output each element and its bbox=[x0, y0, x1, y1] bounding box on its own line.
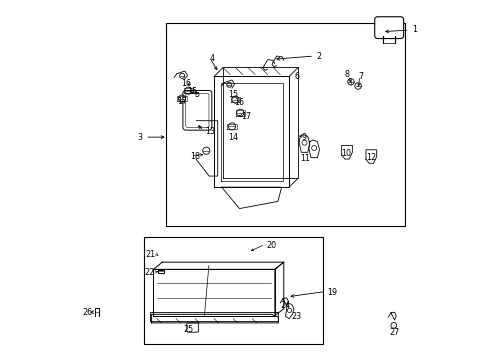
Text: 10: 10 bbox=[340, 149, 350, 158]
Text: 17: 17 bbox=[241, 112, 251, 121]
Text: 4: 4 bbox=[209, 54, 214, 63]
FancyBboxPatch shape bbox=[186, 323, 198, 332]
Text: 26: 26 bbox=[82, 309, 92, 318]
Text: 21: 21 bbox=[145, 250, 155, 259]
FancyBboxPatch shape bbox=[374, 17, 403, 39]
Text: 18: 18 bbox=[190, 152, 200, 161]
FancyBboxPatch shape bbox=[183, 90, 211, 130]
Text: 15: 15 bbox=[228, 90, 238, 99]
Text: 9: 9 bbox=[301, 132, 306, 141]
Text: 11: 11 bbox=[299, 154, 309, 163]
Text: 13: 13 bbox=[205, 127, 215, 136]
Text: 7: 7 bbox=[358, 72, 363, 81]
Text: 23: 23 bbox=[290, 312, 301, 321]
Text: 5: 5 bbox=[194, 90, 200, 99]
Text: 12: 12 bbox=[365, 153, 375, 162]
Text: 19: 19 bbox=[326, 288, 336, 297]
Text: 3: 3 bbox=[138, 132, 142, 141]
Text: 14: 14 bbox=[228, 132, 238, 141]
Text: 22: 22 bbox=[144, 268, 154, 277]
Bar bbox=[165, 23, 405, 226]
Text: 16: 16 bbox=[234, 98, 244, 107]
Text: 8: 8 bbox=[344, 70, 348, 79]
Text: 27: 27 bbox=[388, 328, 399, 337]
Text: 6: 6 bbox=[294, 72, 299, 81]
Text: 20: 20 bbox=[265, 240, 276, 249]
Text: 24: 24 bbox=[280, 301, 290, 310]
Text: 2: 2 bbox=[315, 52, 321, 61]
Text: 17: 17 bbox=[177, 97, 187, 106]
FancyBboxPatch shape bbox=[185, 93, 208, 127]
Text: 25: 25 bbox=[183, 325, 194, 334]
Text: 15: 15 bbox=[187, 87, 197, 96]
Text: 16: 16 bbox=[181, 79, 191, 88]
Bar bbox=[144, 237, 323, 344]
Text: 1: 1 bbox=[411, 26, 417, 35]
